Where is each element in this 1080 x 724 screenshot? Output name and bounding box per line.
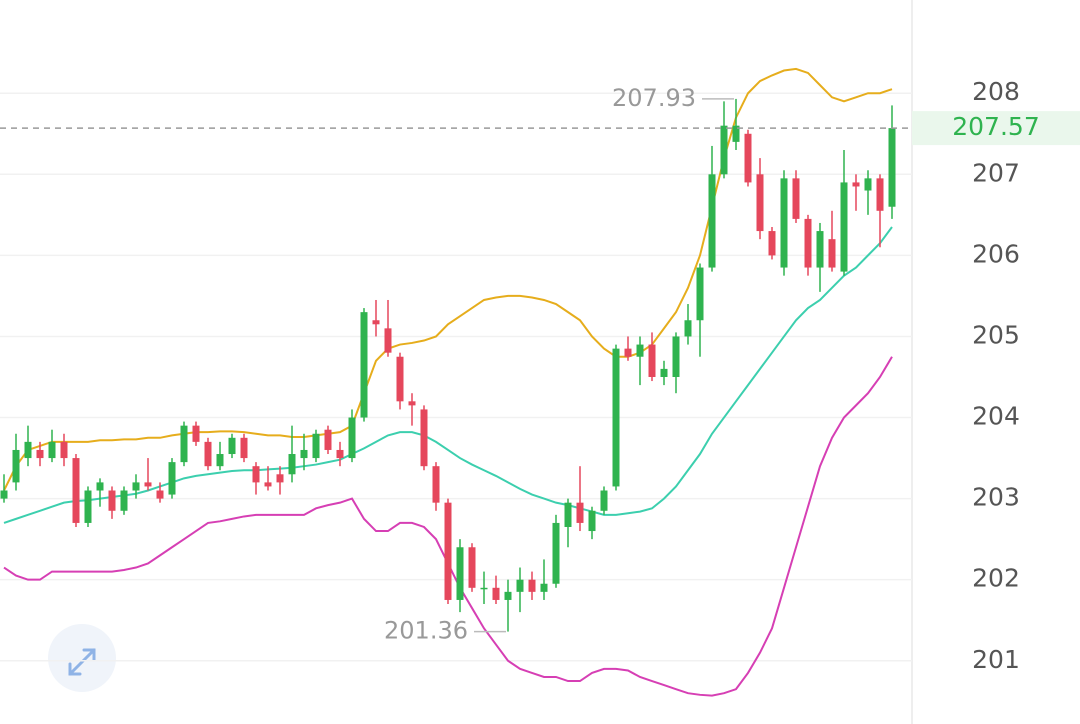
candle-body bbox=[288, 454, 296, 475]
candle-body bbox=[180, 425, 188, 463]
candle-body bbox=[876, 178, 884, 211]
candle-body bbox=[840, 182, 848, 272]
candle-body bbox=[120, 490, 128, 511]
last-price-badge bbox=[912, 111, 1080, 146]
candle-body bbox=[552, 522, 560, 584]
candle-body bbox=[768, 231, 776, 256]
candle-body bbox=[744, 133, 752, 183]
y-tick-label: 205 bbox=[972, 320, 1020, 349]
candle-body bbox=[492, 587, 500, 600]
y-tick-label: 206 bbox=[972, 239, 1020, 268]
candle-body bbox=[732, 125, 740, 142]
candle-body bbox=[456, 547, 464, 600]
candle-body bbox=[480, 587, 488, 590]
candle-body bbox=[828, 239, 836, 268]
candle-body bbox=[324, 429, 332, 450]
annotation-label: 207.93 bbox=[612, 84, 696, 112]
candle-body bbox=[252, 466, 260, 483]
candle-body bbox=[144, 482, 152, 487]
candle-body bbox=[228, 437, 236, 455]
candle-body bbox=[408, 401, 416, 406]
candle-body bbox=[600, 490, 608, 511]
candle-body bbox=[132, 482, 140, 491]
candle-body bbox=[264, 482, 272, 487]
candle-body bbox=[300, 449, 308, 459]
candle-body bbox=[384, 328, 392, 353]
y-tick-label: 202 bbox=[972, 564, 1020, 593]
candle-body bbox=[804, 218, 812, 268]
candle-body bbox=[72, 458, 80, 523]
candle-body bbox=[24, 441, 32, 459]
band-line bbox=[3, 67, 893, 491]
candle-body bbox=[168, 462, 176, 495]
candle-body bbox=[720, 125, 728, 175]
candle-body bbox=[84, 490, 92, 523]
candle-body bbox=[816, 231, 824, 268]
candle-body bbox=[612, 348, 620, 487]
candle-body bbox=[468, 547, 476, 588]
candle-body bbox=[684, 320, 692, 337]
candle-body bbox=[312, 433, 320, 459]
y-tick-label: 204 bbox=[972, 402, 1020, 431]
candle-body bbox=[576, 502, 584, 523]
candle-body bbox=[564, 502, 572, 527]
annotation-label: 201.36 bbox=[384, 617, 468, 645]
candle-body bbox=[708, 174, 716, 268]
y-tick-label: 208 bbox=[972, 77, 1020, 106]
candle-body bbox=[12, 449, 20, 483]
y-tick-label: 201 bbox=[972, 645, 1020, 674]
candle-body bbox=[624, 348, 632, 357]
candle-body bbox=[156, 490, 164, 499]
candle-body bbox=[852, 182, 860, 187]
candle-body bbox=[240, 437, 248, 459]
candle-body bbox=[432, 466, 440, 503]
candle-body bbox=[336, 449, 344, 459]
candle-body bbox=[48, 441, 56, 459]
candle-body bbox=[540, 583, 548, 592]
candle-body bbox=[420, 409, 428, 467]
candle-body bbox=[60, 441, 68, 459]
candle-body bbox=[780, 178, 788, 268]
candle-body bbox=[396, 356, 404, 402]
candle-body bbox=[516, 579, 524, 592]
candle-body bbox=[660, 368, 668, 377]
candle-body bbox=[276, 474, 284, 483]
candle-body bbox=[96, 482, 104, 491]
candle-body bbox=[864, 178, 872, 191]
band-line bbox=[3, 226, 893, 524]
candle-body bbox=[672, 336, 680, 377]
candle-body bbox=[888, 128, 896, 207]
candle-body bbox=[636, 344, 644, 357]
candle-body bbox=[696, 267, 704, 321]
y-tick-label: 203 bbox=[972, 483, 1020, 512]
candle-body bbox=[756, 174, 764, 232]
candle-body bbox=[372, 320, 380, 325]
candle-body bbox=[36, 449, 44, 459]
last-price-label: 207.57 bbox=[952, 112, 1039, 141]
candle-body bbox=[360, 312, 368, 418]
candle-body bbox=[528, 579, 536, 592]
candle-body bbox=[204, 441, 212, 467]
candle-body bbox=[108, 490, 116, 511]
expand-button[interactable] bbox=[48, 624, 116, 692]
candle-body bbox=[216, 454, 224, 467]
candle-body bbox=[504, 591, 512, 600]
candle-body bbox=[348, 417, 356, 459]
candle-body bbox=[192, 425, 200, 442]
candle-body bbox=[792, 178, 800, 219]
candle-body bbox=[648, 344, 656, 377]
candle-body bbox=[0, 490, 8, 499]
y-tick-label: 207 bbox=[972, 158, 1020, 187]
candle-body bbox=[588, 510, 596, 532]
candle-body bbox=[444, 502, 452, 600]
